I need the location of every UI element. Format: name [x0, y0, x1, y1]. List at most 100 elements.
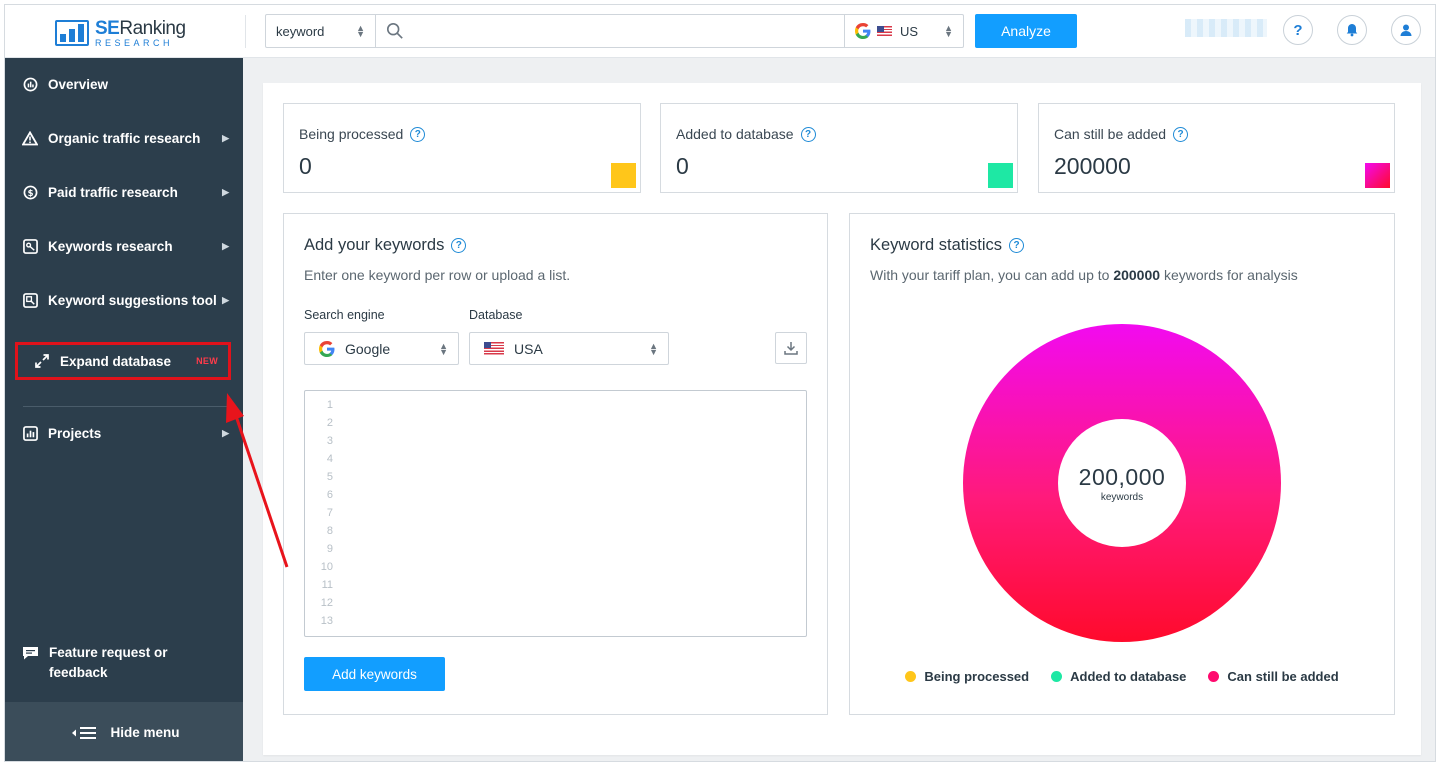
sidebar-item-label: Keywords research	[48, 238, 173, 254]
key-icon	[22, 238, 38, 254]
sidebar-item-overview[interactable]: Overview	[5, 64, 243, 104]
blurred-account-info	[1185, 19, 1267, 37]
help-icon[interactable]: ?	[800, 126, 816, 142]
stat-card-being-processed: Being processed? 0	[283, 103, 641, 193]
bell-icon	[1346, 24, 1358, 37]
feature-request-link[interactable]: Feature request or feedback	[22, 643, 168, 683]
legend-dot	[1208, 671, 1220, 682]
warning-triangle-icon	[22, 130, 38, 146]
logo[interactable]: SERanking RESEARCH	[55, 17, 190, 49]
legend-item[interactable]: Added to database	[1051, 669, 1186, 684]
stat-value: 200000	[1054, 153, 1131, 179]
help-icon[interactable]: ?	[410, 126, 426, 142]
chevron-right-icon: ▶	[222, 132, 229, 143]
keyword-statistics-panel: Keyword statistics? With your tariff pla…	[849, 213, 1395, 715]
donut-center-value: 200,000	[1078, 463, 1166, 490]
line-number: 13	[320, 615, 333, 627]
stat-swatch	[1365, 163, 1390, 188]
chat-bubble-icon	[22, 646, 39, 683]
new-badge: NEW	[196, 356, 218, 366]
chevron-right-icon: ▶	[222, 240, 229, 251]
sidebar-item-label: Paid traffic research	[48, 184, 178, 200]
sidebar-item-label: Keyword suggestions tool	[48, 292, 217, 308]
legend-item[interactable]: Being processed	[905, 669, 1029, 684]
stat-card-can-still-be-added: Can still be added? 200000	[1038, 103, 1395, 193]
line-number: 2	[326, 417, 333, 429]
bar-chart-icon	[22, 425, 38, 441]
line-number: 1	[326, 399, 333, 411]
database-select[interactable]: USA ▲ ▼	[469, 332, 669, 365]
search-input[interactable]	[376, 15, 844, 47]
search-group: keyword ▲ ▼ US ▲ ▼	[265, 14, 964, 48]
sidebar-divider	[23, 406, 227, 407]
profile-button[interactable]	[1391, 15, 1421, 45]
upload-list-button[interactable]	[775, 332, 807, 364]
database-label: Database	[469, 308, 523, 322]
donut-center-label: keywords	[1100, 491, 1144, 503]
google-icon	[319, 340, 335, 357]
hide-menu-label: Hide menu	[110, 725, 180, 740]
legend-label: Being processed	[924, 669, 1030, 684]
donut-slice-can-still-be-added[interactable]: 200,000 keywords	[963, 324, 1281, 642]
subtitle-pre: With your tariff plan, you can add up to	[870, 267, 1110, 283]
panel-subtitle: Enter one keyword per row or upload a li…	[304, 267, 571, 283]
sidebar-item-label: Overview	[48, 76, 109, 92]
sidebar-item-label: Projects	[48, 425, 102, 441]
line-number: 7	[326, 507, 333, 519]
chevron-right-icon: ▶	[222, 427, 229, 438]
sidebar-item-paid-traffic[interactable]: $ Paid traffic research ▶	[5, 172, 243, 212]
search-engine-select[interactable]: Google ▲ ▼	[304, 332, 459, 365]
line-number: 12	[320, 597, 333, 609]
notifications-button[interactable]	[1337, 15, 1367, 45]
chart-legend: Being processed Added to database Can st…	[850, 669, 1394, 684]
expand-arrows-icon	[34, 353, 50, 369]
sidebar-item-label: Expand database	[60, 353, 172, 369]
add-keywords-button[interactable]: Add keywords	[304, 657, 445, 691]
stat-label: Being processed	[299, 126, 404, 142]
donut-center: 200,000 keywords	[1058, 419, 1186, 547]
stat-value: 0	[676, 153, 689, 179]
logo-bars-icon	[55, 20, 89, 46]
search-engine-value: Google	[345, 340, 391, 357]
database-value: USA	[514, 340, 543, 357]
line-number: 3	[326, 435, 333, 447]
sidebar-item-expand-database[interactable]: Expand database NEW	[15, 342, 231, 380]
legend-dot	[905, 671, 917, 682]
help-icon[interactable]: ?	[1173, 126, 1189, 142]
stat-label: Added to database	[676, 126, 794, 142]
stat-label: Can still be added	[1054, 126, 1167, 142]
help-icon[interactable]: ?	[1009, 238, 1025, 253]
download-icon	[784, 342, 798, 355]
top-bar: SERanking RESEARCH keyword ▲ ▼	[5, 5, 1435, 58]
stat-swatch	[988, 163, 1013, 188]
subtitle-post: keywords for analysis	[1163, 267, 1298, 283]
hide-menu-button[interactable]: Hide menu	[5, 702, 243, 761]
sidebar-item-keywords-research[interactable]: Keywords research ▶	[5, 226, 243, 266]
analyze-button[interactable]: Analyze	[975, 14, 1077, 48]
header-divider	[245, 15, 246, 48]
updown-icon: ▲ ▼	[439, 340, 448, 357]
subtitle-num: 200000	[1113, 267, 1161, 283]
help-icon[interactable]: ?	[451, 238, 467, 253]
us-flag-icon	[877, 26, 892, 36]
search-icon	[386, 22, 403, 39]
region-select[interactable]: US ▲ ▼	[844, 15, 963, 47]
legend-dot	[1051, 671, 1063, 682]
keywords-textarea[interactable]: 1 2 3 4 5 6 7 8 9 10 11 12 13	[304, 390, 807, 637]
help-icon: ?	[1293, 21, 1303, 39]
legend-item[interactable]: Can still be added	[1208, 669, 1339, 684]
panel-subtitle: With your tariff plan, you can add up to…	[870, 267, 1298, 283]
line-number: 4	[326, 453, 333, 465]
sidebar-item-projects[interactable]: Projects ▶	[5, 413, 243, 453]
sidebar-item-organic-traffic[interactable]: Organic traffic research ▶	[5, 118, 243, 158]
feedback-line-1: Feature request or	[49, 645, 168, 660]
line-number: 9	[326, 543, 333, 555]
sidebar-item-keyword-suggestions[interactable]: Keyword suggestions tool ▶	[5, 280, 243, 320]
search-type-value: keyword	[276, 23, 325, 39]
search-type-select[interactable]: keyword ▲ ▼	[266, 15, 376, 47]
logo-text-ranking: Ranking	[119, 17, 186, 39]
help-button[interactable]: ?	[1283, 15, 1313, 45]
line-number: 8	[326, 525, 333, 537]
overview-icon	[22, 76, 38, 92]
legend-label: Can still be added	[1227, 669, 1339, 684]
